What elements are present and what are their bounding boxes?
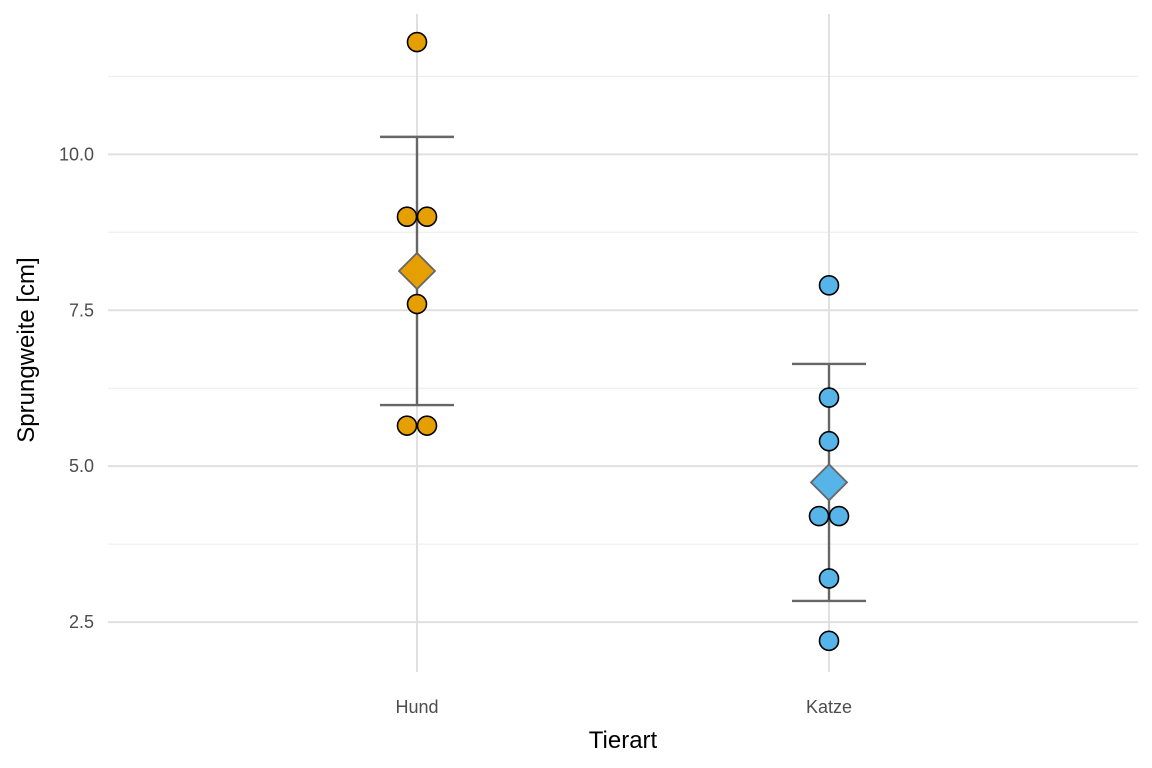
data-point — [818, 568, 840, 589]
mean-marker — [397, 251, 437, 291]
x-axis-title: Tierart — [589, 727, 658, 754]
mean-marker — [809, 463, 849, 502]
data-point — [416, 206, 438, 228]
y-tick-label: 7.5 — [69, 300, 94, 320]
data-point — [808, 505, 830, 527]
data-point — [406, 31, 428, 53]
x-axis-ticks: Hund Katze — [395, 697, 852, 717]
data-point — [818, 630, 840, 652]
data-point — [406, 293, 428, 315]
data-points — [396, 31, 850, 652]
x-tick-label: Hund — [395, 697, 438, 717]
y-axis-title: Sprungweite [cm] — [13, 257, 40, 442]
mean-markers — [397, 251, 849, 502]
data-point — [818, 387, 840, 408]
y-tick-label: 2.5 — [69, 612, 94, 632]
y-tick-label: 5.0 — [69, 456, 94, 476]
data-point — [416, 415, 438, 436]
data-point — [396, 415, 418, 436]
y-axis-ticks: 2.5 5.0 7.5 10.0 — [59, 144, 94, 632]
error-bars — [380, 135, 866, 603]
data-point — [396, 206, 418, 228]
grid — [108, 14, 1138, 672]
x-tick-label: Katze — [806, 697, 852, 717]
data-point — [818, 430, 840, 452]
y-tick-label: 10.0 — [59, 144, 94, 164]
data-point — [828, 505, 850, 527]
data-point — [818, 275, 840, 296]
